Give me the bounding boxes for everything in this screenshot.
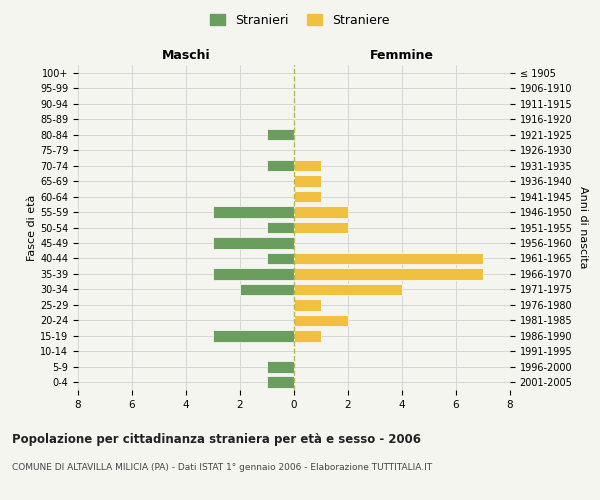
Bar: [267, 160, 294, 172]
Bar: [213, 206, 294, 218]
Bar: [294, 176, 321, 187]
Legend: Stranieri, Straniere: Stranieri, Straniere: [205, 8, 395, 32]
Bar: [267, 361, 294, 372]
Bar: [267, 252, 294, 264]
Bar: [294, 252, 483, 264]
Bar: [213, 268, 294, 280]
Text: Popolazione per cittadinanza straniera per età e sesso - 2006: Popolazione per cittadinanza straniera p…: [12, 432, 421, 446]
Bar: [294, 284, 402, 295]
Text: COMUNE DI ALTAVILLA MILICIA (PA) - Dati ISTAT 1° gennaio 2006 - Elaborazione TUT: COMUNE DI ALTAVILLA MILICIA (PA) - Dati …: [12, 462, 432, 471]
Bar: [294, 299, 321, 310]
Bar: [294, 206, 348, 218]
Bar: [294, 314, 348, 326]
Bar: [294, 330, 321, 342]
Text: Maschi: Maschi: [161, 49, 211, 62]
Bar: [213, 237, 294, 249]
Text: Femmine: Femmine: [370, 49, 434, 62]
Bar: [267, 376, 294, 388]
Bar: [294, 222, 348, 234]
Bar: [213, 330, 294, 342]
Bar: [267, 222, 294, 234]
Bar: [240, 284, 294, 295]
Bar: [294, 268, 483, 280]
Y-axis label: Fasce di età: Fasce di età: [27, 194, 37, 260]
Y-axis label: Anni di nascita: Anni di nascita: [578, 186, 588, 269]
Bar: [294, 190, 321, 202]
Bar: [294, 160, 321, 172]
Bar: [267, 129, 294, 140]
